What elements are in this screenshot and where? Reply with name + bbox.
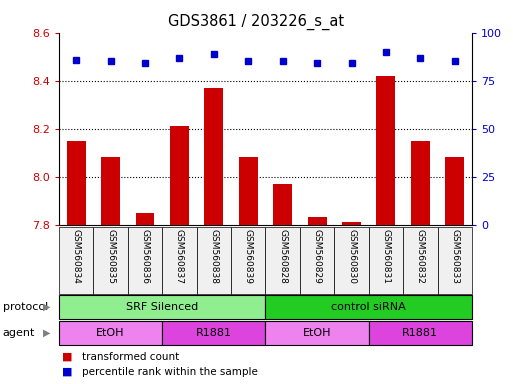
Bar: [265, 227, 300, 294]
Text: ■: ■: [62, 352, 72, 362]
Text: GSM560838: GSM560838: [209, 228, 219, 283]
Bar: [170, 126, 189, 225]
Text: ▶: ▶: [44, 302, 51, 312]
Text: agent: agent: [3, 328, 35, 338]
Bar: [445, 157, 464, 225]
Bar: [101, 157, 120, 225]
Text: ■: ■: [62, 367, 72, 377]
Bar: [334, 227, 369, 294]
Text: GSM560833: GSM560833: [450, 228, 459, 283]
Bar: [67, 141, 86, 225]
Bar: [308, 217, 327, 225]
Text: GSM560837: GSM560837: [175, 228, 184, 283]
Text: GDS3861 / 203226_s_at: GDS3861 / 203226_s_at: [168, 13, 345, 30]
Bar: [273, 184, 292, 225]
Text: transformed count: transformed count: [82, 352, 180, 362]
Bar: [231, 227, 266, 294]
Text: GSM560835: GSM560835: [106, 228, 115, 283]
Bar: [300, 227, 334, 294]
Text: EtOH: EtOH: [303, 328, 331, 338]
Bar: [135, 213, 154, 225]
Text: percentile rank within the sample: percentile rank within the sample: [82, 367, 258, 377]
Text: GSM560828: GSM560828: [278, 228, 287, 283]
Text: EtOH: EtOH: [96, 328, 125, 338]
Bar: [342, 222, 361, 225]
Text: GSM560836: GSM560836: [141, 228, 149, 283]
Bar: [59, 321, 162, 345]
Bar: [196, 227, 231, 294]
Text: GSM560831: GSM560831: [382, 228, 390, 283]
Bar: [93, 227, 128, 294]
Text: R1881: R1881: [402, 328, 438, 338]
Text: GSM560830: GSM560830: [347, 228, 356, 283]
Bar: [162, 321, 265, 345]
Text: GSM560839: GSM560839: [244, 228, 253, 283]
Bar: [377, 76, 396, 225]
Text: R1881: R1881: [196, 328, 232, 338]
Bar: [204, 88, 223, 225]
Text: ▶: ▶: [44, 328, 51, 338]
Bar: [265, 295, 472, 319]
Bar: [369, 227, 403, 294]
Bar: [265, 321, 369, 345]
Text: GSM560834: GSM560834: [72, 228, 81, 283]
Text: GSM560829: GSM560829: [312, 228, 322, 283]
Bar: [128, 227, 162, 294]
Bar: [239, 157, 258, 225]
Bar: [162, 227, 196, 294]
Text: GSM560832: GSM560832: [416, 228, 425, 283]
Text: protocol: protocol: [3, 302, 48, 312]
Bar: [59, 227, 93, 294]
Bar: [438, 227, 472, 294]
Bar: [369, 321, 472, 345]
Bar: [59, 295, 266, 319]
Bar: [403, 227, 438, 294]
Bar: [411, 141, 430, 225]
Text: control siRNA: control siRNA: [331, 302, 406, 312]
Text: SRF Silenced: SRF Silenced: [126, 302, 199, 312]
